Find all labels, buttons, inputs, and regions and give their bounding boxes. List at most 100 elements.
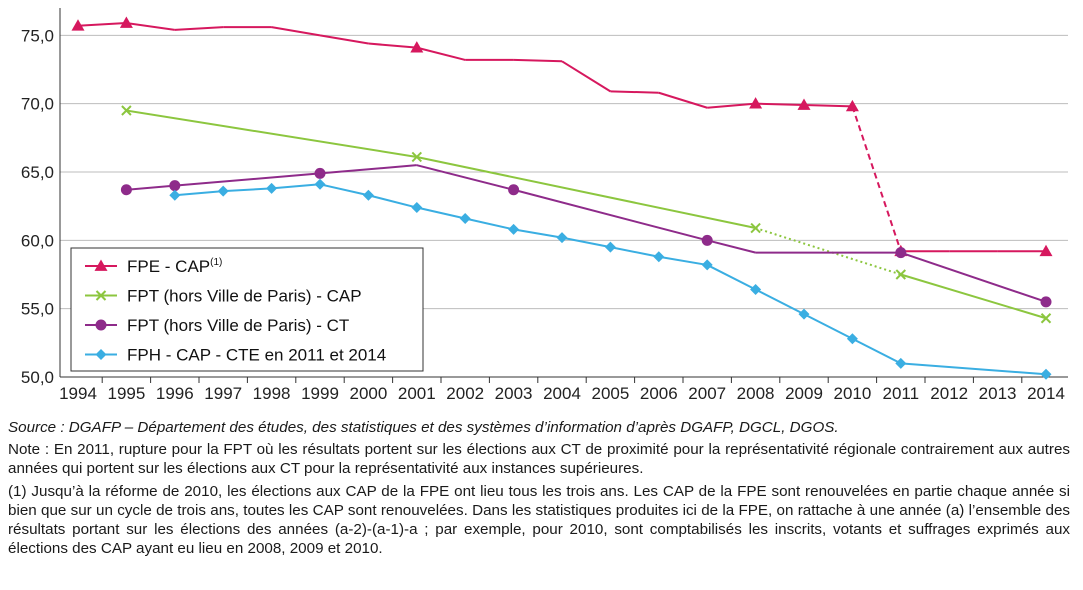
x-tick-label: 2012 (930, 384, 968, 403)
circle-marker (95, 319, 107, 331)
triangle-marker (119, 16, 133, 28)
diamond-marker (701, 259, 713, 271)
triangle-marker (94, 259, 108, 271)
x-tick-label: 2009 (785, 384, 823, 403)
diamond-marker (411, 202, 423, 214)
line-segment (513, 228, 563, 239)
cross-stroke (411, 151, 423, 163)
y-tick-label: 55,0 (21, 300, 54, 319)
dashed-segment (851, 106, 902, 252)
cross-marker (95, 290, 107, 301)
grid-lines (60, 34, 1068, 310)
line-segment (755, 102, 805, 107)
line-segment (706, 264, 757, 291)
x-tick-label: 2007 (688, 384, 726, 403)
x-tick-label: 1996 (156, 384, 194, 403)
line-segment (900, 362, 1047, 376)
x-tick-label: 1999 (301, 384, 339, 403)
legend-label: FPE - CAP(1) (127, 257, 222, 276)
line-segment (707, 102, 756, 109)
line-segment (658, 255, 708, 266)
cross-stroke (95, 290, 107, 301)
diamond-marker (169, 189, 181, 201)
x-tick-label: 2004 (543, 384, 581, 403)
cross-stroke (121, 105, 132, 116)
diamond-marker (459, 212, 471, 224)
x-tick-label: 2006 (640, 384, 678, 403)
legend-label: FPT (hors Ville de Paris) - CT (127, 316, 349, 335)
diamond-marker (217, 185, 229, 197)
line-segment (610, 246, 659, 258)
line-segment (319, 164, 417, 175)
diamond-marker (362, 189, 374, 201)
line-segment (513, 58, 563, 63)
triangle-marker (749, 97, 763, 109)
line-chart: 50,0 55,0 60,0 65,0 70,0 75,0 1994 1995 1996 1997… (21, 8, 1068, 403)
line-segment (706, 239, 756, 254)
triangle-marker (1039, 244, 1053, 257)
circle-marker (169, 180, 181, 192)
circle-marker (1040, 296, 1052, 308)
line-segment (755, 288, 805, 316)
line-segment (174, 190, 224, 197)
diamond-marker (604, 241, 616, 253)
legend-superscript: (1) (210, 257, 222, 268)
legend-label: FPT (hors Ville de Paris) - CAP (127, 287, 362, 306)
line-segment (561, 60, 611, 93)
line-segment (174, 172, 321, 187)
series-line (120, 164, 1052, 308)
diamond-marker (95, 349, 107, 360)
x-tick-label: 1994 (59, 384, 97, 403)
circle-marker (314, 167, 326, 179)
triangle-marker (797, 98, 811, 110)
cross-marker (750, 222, 761, 234)
circle-marker (895, 247, 907, 259)
line-segment (126, 22, 175, 31)
line-segment (561, 236, 611, 249)
footnote-text: (1) Jusqu’à la réforme de 2010, les élec… (8, 483, 1070, 557)
axes: 50,0 55,0 60,0 65,0 70,0 75,0 1994 1995 1996 1997… (21, 8, 1068, 403)
x-tick-label: 1998 (253, 384, 291, 403)
triangle-marker (845, 99, 859, 112)
cross-marker (411, 151, 423, 163)
circle-marker (508, 184, 520, 196)
x-tick-label: 2008 (737, 384, 775, 403)
cross-stroke (1040, 313, 1052, 324)
line-segment (610, 90, 659, 94)
line-segment (900, 251, 1047, 303)
triangle-marker (410, 41, 424, 53)
series-line (121, 105, 1052, 324)
diamond-marker (895, 357, 907, 369)
line-segment (416, 206, 466, 220)
line-segment (77, 22, 127, 27)
cross-stroke (750, 222, 761, 234)
legend-box (70, 247, 424, 372)
y-tick-label: 50,0 (21, 368, 54, 387)
chart-notes: Source : DGAFP – Département des études,… (8, 418, 1070, 562)
x-tick-label: 2003 (495, 384, 533, 403)
line-segment (851, 337, 902, 365)
diamond-marker (314, 178, 326, 190)
line-segment (319, 183, 369, 197)
x-tick-label: 2002 (446, 384, 484, 403)
line-segment (223, 187, 272, 193)
series-line (71, 16, 1053, 257)
x-tick-label: 2001 (398, 384, 436, 403)
line-segment (271, 183, 321, 190)
diamond-marker (750, 284, 762, 296)
cross-marker (121, 105, 132, 116)
x-tick-label: 1995 (107, 384, 145, 403)
series-line (169, 178, 1052, 380)
circle-marker (120, 184, 132, 196)
cross-marker (895, 269, 907, 280)
line-segment (513, 188, 708, 242)
x-tick-label: 2005 (591, 384, 629, 403)
diamond-marker (653, 251, 665, 263)
line-segment (416, 164, 514, 191)
x-tick-label: 2013 (979, 384, 1017, 403)
y-tick-label: 75,0 (21, 26, 54, 45)
line-segment (319, 34, 369, 45)
diamond-marker (556, 232, 568, 244)
dashed-segment (755, 227, 902, 276)
line-segment (126, 109, 417, 158)
